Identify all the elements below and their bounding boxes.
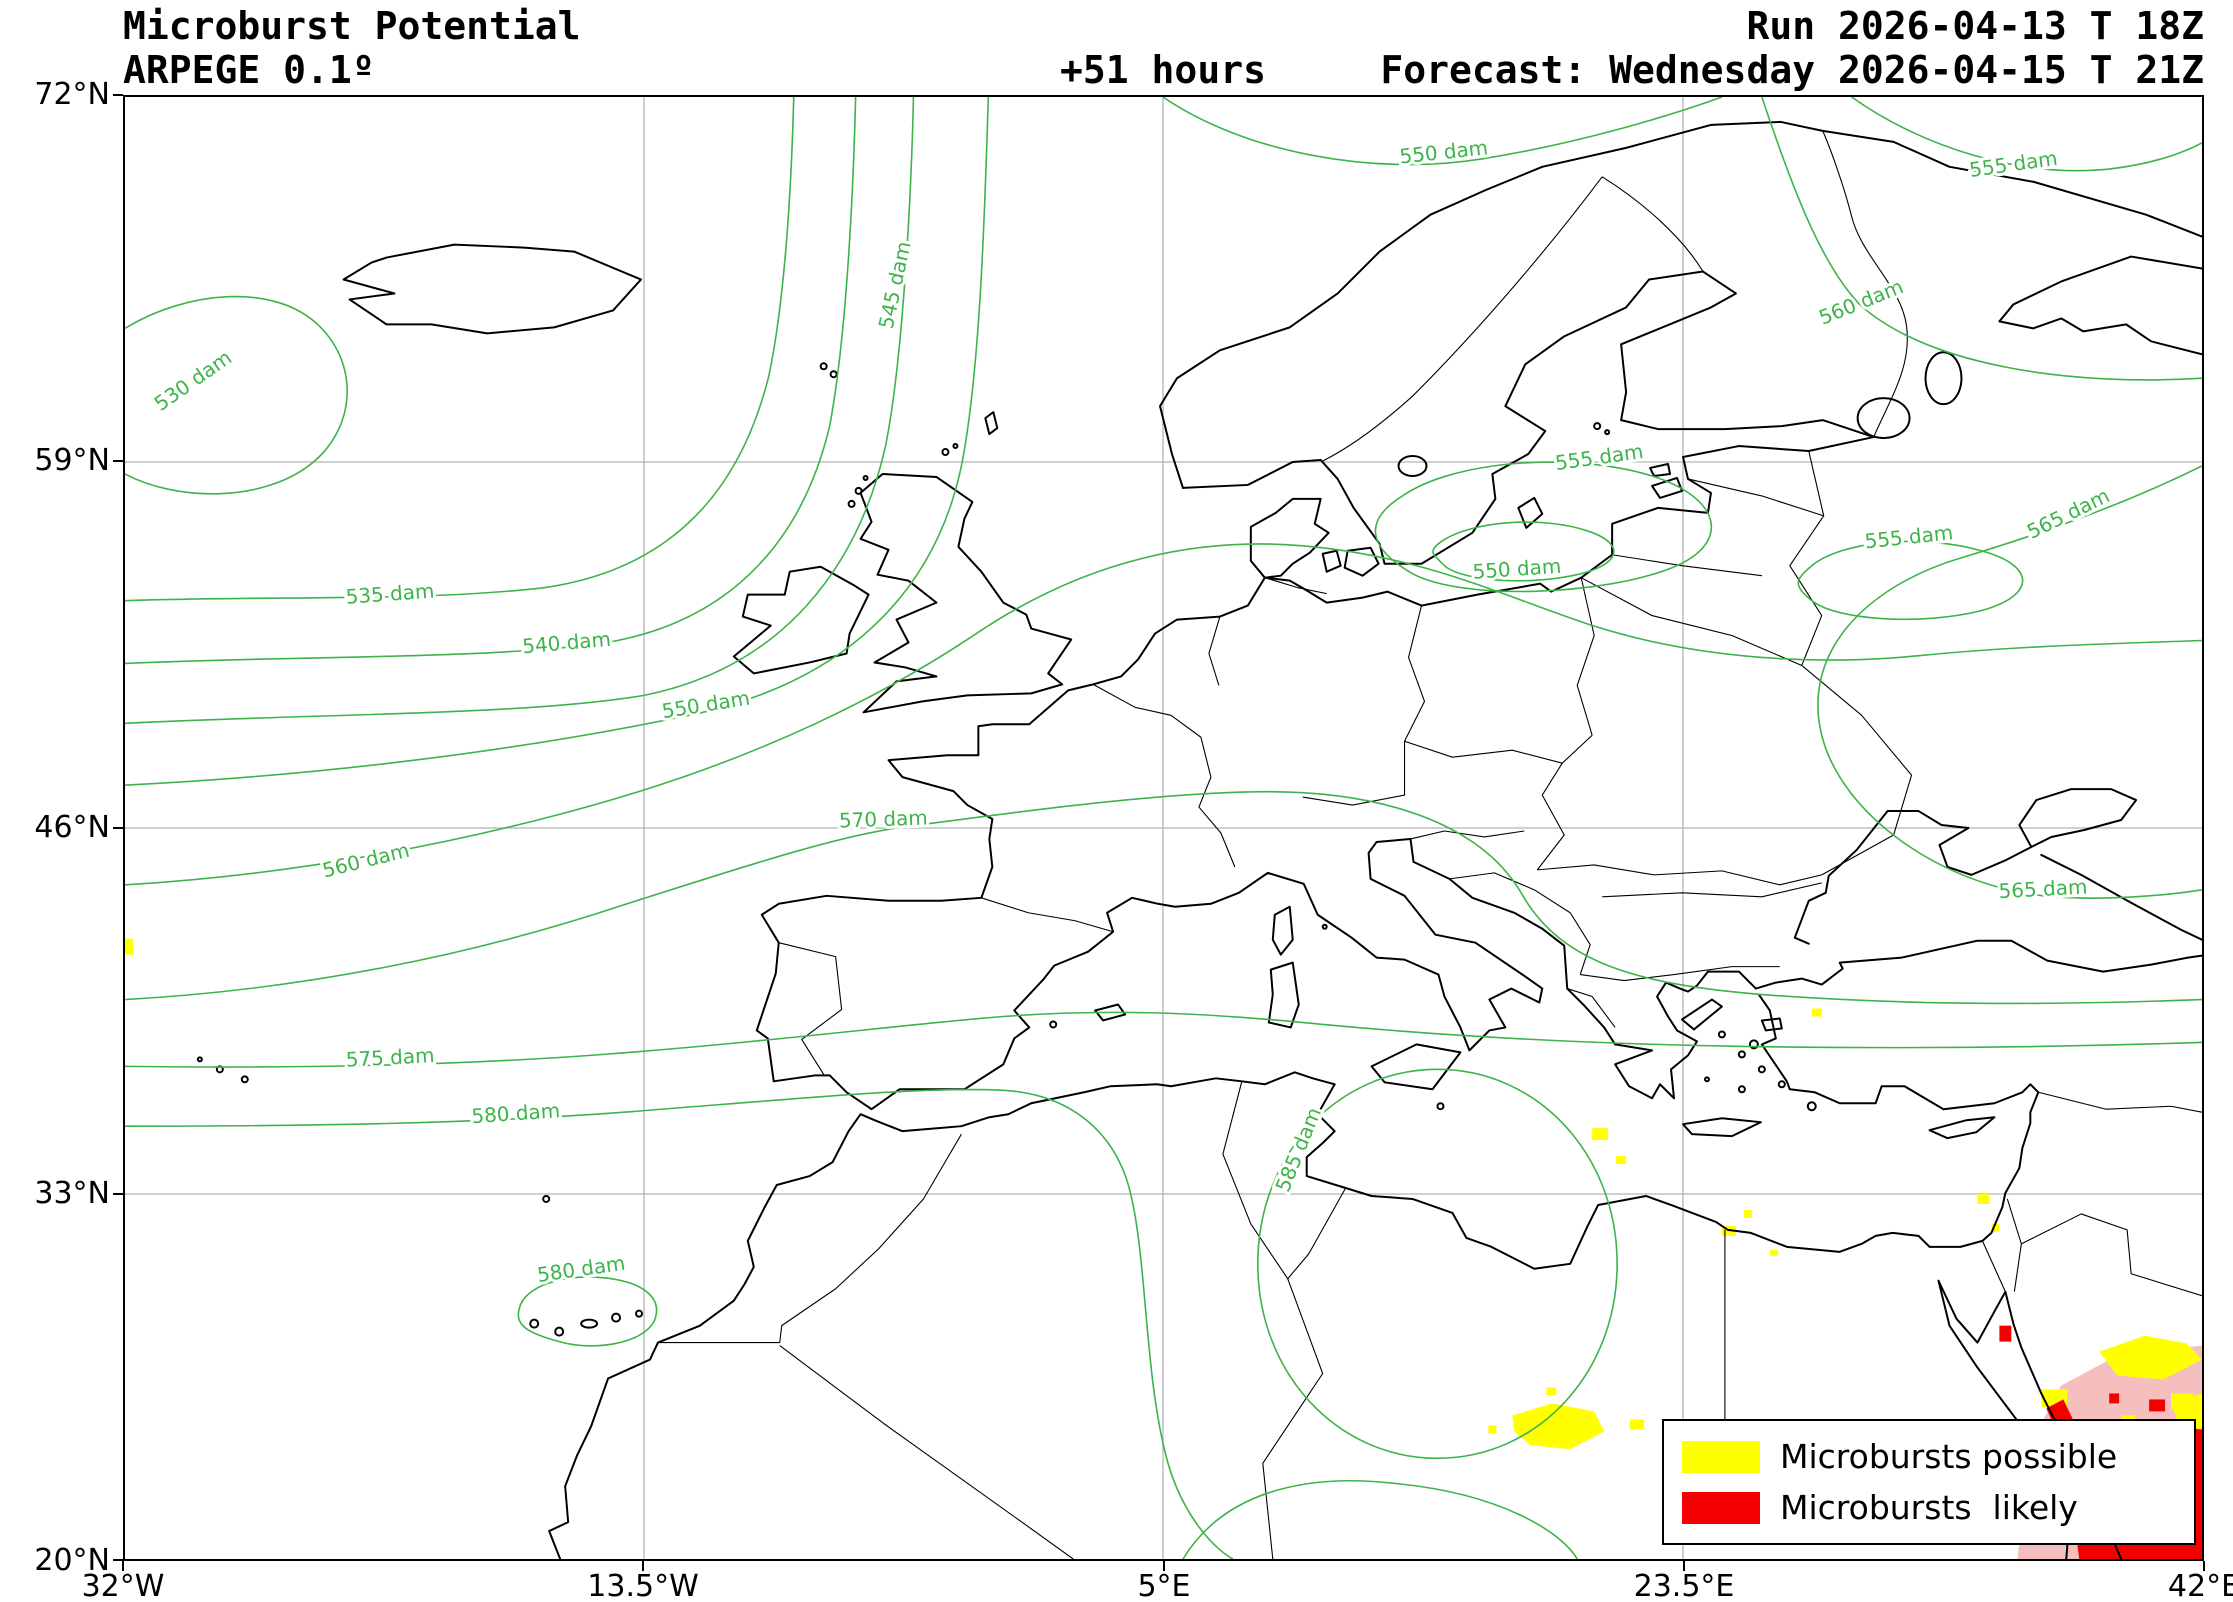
model-label: ARPEGE 0.1º [123, 48, 375, 92]
x-tick-label: 23.5°E [1633, 1569, 1735, 1602]
contour-label: 585 dam [1270, 1104, 1325, 1195]
y-tick-label: 33°N [34, 1176, 110, 1211]
y-tick-mark [113, 460, 123, 462]
forecast-label: Forecast: Wednesday 2026-04-15 T 21Z [1380, 48, 2204, 92]
legend-label-possible: Microbursts possible [1780, 1437, 2118, 1476]
contour-label: 570 dam [839, 805, 929, 832]
contour-555-east-loop [1797, 540, 2024, 621]
x-tick-mark [122, 1561, 124, 1571]
y-tick-mark [113, 827, 123, 829]
contour-585-south-arc [1182, 1480, 1578, 1559]
contour-580 [125, 1088, 1234, 1559]
y-tick-label: 59°N [34, 443, 110, 478]
contour-label: 530 dam [150, 345, 236, 416]
legend-item-likely: Microbursts likely [1682, 1488, 2176, 1527]
grid-lines [125, 97, 2202, 1559]
contour-545 [125, 97, 915, 725]
y-tick-label: 20°N [34, 1543, 110, 1578]
coastline-caucasus [2040, 853, 2202, 941]
coastline-west-europe-iberia-med [755, 576, 2202, 1111]
contour-550-west [125, 97, 990, 786]
contour-530 [125, 295, 348, 495]
contour-label: 560 dam [1815, 274, 1906, 329]
coastline-norway-barents [1159, 120, 2202, 489]
y-tick-mark [113, 1559, 123, 1561]
contour-535 [125, 97, 795, 602]
geopotential-contours [125, 97, 2202, 1559]
x-tick-mark [1683, 1561, 1685, 1571]
legend-item-possible: Microbursts possible [1682, 1437, 2176, 1476]
contour-label: 550 dam [660, 686, 751, 724]
coastline-black-sea-north [1793, 788, 2138, 945]
coastline-white-sea [1998, 255, 2202, 356]
coastline-anatolia-levant-africa [548, 993, 2040, 1559]
x-tick-label: 42°E [2167, 1569, 2233, 1602]
contour-label: 565 dam [2023, 483, 2113, 543]
contour-label: 555 dam [1968, 146, 2059, 182]
contour-555-north [1851, 97, 2202, 172]
y-tick-label: 46°N [34, 810, 110, 845]
contour-label: 535 dam [345, 579, 435, 609]
coastline-ireland [732, 565, 870, 675]
x-tick-label: 13.5°W [587, 1569, 699, 1602]
x-tick-mark [642, 1561, 644, 1571]
contour-575 [125, 1011, 2202, 1068]
coastlines [196, 120, 2202, 1559]
map-plot-area: 550 dam 555 dam 530 dam 545 dam 560 dam … [123, 95, 2204, 1561]
y-tick-mark [113, 1193, 123, 1195]
legend-label-likely: Microbursts likely [1780, 1488, 2078, 1527]
islands [196, 351, 1996, 1337]
contour-560-west [125, 543, 2202, 886]
contour-555-baltic-loop [1374, 461, 1713, 593]
contour-550-north [1162, 97, 1723, 166]
lead-time-label: +51 hours [1060, 48, 1266, 92]
contour-585-libya-loop [1257, 1068, 1618, 1460]
y-tick-mark [113, 94, 123, 96]
contour-540 [125, 97, 857, 665]
possible-swatch [1682, 1440, 1760, 1473]
run-label: Run 2026-04-13 T 18Z [1746, 4, 2204, 48]
contour-label: 560 dam [320, 838, 412, 883]
contour-label: 580 dam [536, 1251, 627, 1287]
contour-label: 580 dam [471, 1098, 561, 1128]
page-title: Microburst Potential [123, 4, 581, 48]
contour-label: 550 dam [1398, 135, 1489, 168]
x-tick-mark [2203, 1561, 2205, 1571]
x-tick-mark [1163, 1561, 1165, 1571]
contour-label: 555 dam [1863, 520, 1954, 553]
europe-map: 550 dam 555 dam 530 dam 545 dam 560 dam … [125, 97, 2202, 1559]
x-tick-label: 5°E [1137, 1569, 1191, 1602]
y-tick-label: 72°N [34, 77, 110, 112]
contour-label: 545 dam [874, 239, 916, 331]
contour-label: 565 dam [1998, 875, 2088, 904]
contour-label: 540 dam [521, 627, 611, 659]
coastline-iceland [342, 243, 643, 335]
contour-565-east [1817, 465, 2202, 899]
country-borders [657, 130, 2202, 1559]
contour-550-baltic-loop [1432, 521, 1615, 582]
contour-560-north [1761, 97, 2202, 381]
contour-570 [125, 790, 2202, 1005]
x-tick-label: 32°W [81, 1569, 165, 1602]
coastline-sweden [1181, 270, 1704, 565]
coastline-finland [1620, 270, 1875, 439]
legend: Microbursts possible Microbursts likely [1662, 1419, 2196, 1545]
coastline-jutland [1249, 497, 1330, 579]
likely-swatch [1682, 1491, 1760, 1524]
contour-580-canary-loop [517, 1276, 658, 1347]
coastline-britain [859, 472, 1073, 714]
contour-label: 575 dam [345, 1043, 435, 1072]
